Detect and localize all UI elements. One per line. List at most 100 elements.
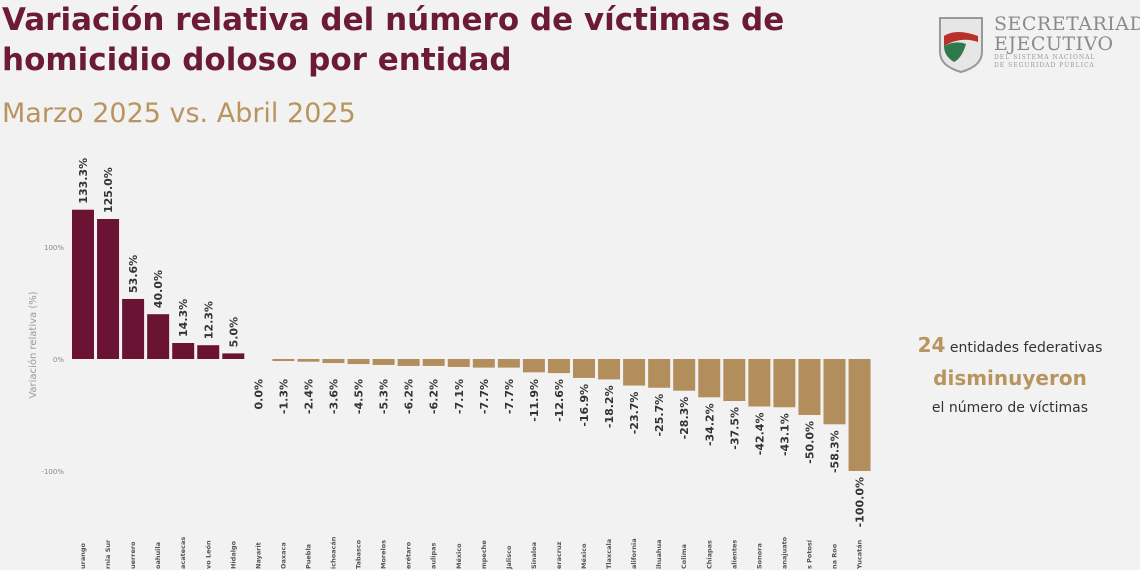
bar-value-label: -42.4% [753, 412, 766, 455]
category-label: México [580, 543, 588, 569]
bar [447, 359, 470, 367]
category-label: Sinaloa [530, 542, 538, 569]
bar [422, 359, 445, 366]
bar-value-label: 14.3% [177, 299, 190, 337]
bar-value-label: 53.6% [127, 255, 140, 293]
bar [522, 359, 545, 373]
bar-value-label: -58.3% [829, 430, 842, 473]
category-label: eracruz [555, 541, 563, 569]
bar-value-label: -3.6% [328, 379, 341, 414]
bar-value-label: -7.7% [503, 379, 516, 414]
category-label: Sonora [755, 543, 763, 569]
bar-value-label: -37.5% [728, 407, 741, 450]
bar [623, 359, 646, 386]
bar [648, 359, 671, 388]
category-label: oahuila [154, 542, 162, 569]
bar-value-label: -1.3% [277, 379, 290, 414]
bar [773, 359, 796, 408]
bar-value-label: -7.7% [478, 379, 491, 414]
bar-value-label: -28.3% [678, 397, 691, 440]
bar [823, 359, 846, 425]
bar-value-label: 5.0% [227, 317, 240, 348]
bar-value-label: -2.4% [302, 379, 315, 414]
bar [547, 359, 570, 374]
category-label: mpeche [480, 540, 488, 569]
category-label: Tabasco [355, 539, 363, 569]
note-count: 24 [917, 333, 946, 357]
bar [748, 359, 771, 407]
bar-value-label: -5.3% [378, 379, 391, 414]
bar-value-label: 133.3% [77, 158, 90, 204]
category-label: acatecas [179, 537, 187, 569]
category-label: alifornia [630, 538, 638, 569]
bar-value-label: -12.6% [553, 379, 566, 422]
logo-line1: SECRETARIADO [994, 13, 1140, 35]
y-tick-label: -100% [41, 468, 64, 476]
bar-value-label: -50.0% [803, 421, 816, 464]
bar-value-label: 125.0% [102, 167, 115, 213]
category-label: s Potosí [805, 539, 813, 569]
bar-value-label: 0.0% [252, 379, 265, 410]
category-label: Oaxaca [279, 542, 287, 569]
bar-value-label: -6.2% [428, 379, 441, 414]
bar [573, 359, 595, 378]
bar-value-label: -43.1% [778, 413, 791, 456]
category-label: uerrero [129, 541, 137, 569]
logo-line2: EJECUTIVO [994, 33, 1114, 55]
bar [848, 359, 871, 471]
bar-value-label: -16.9% [578, 384, 591, 427]
note-text2: disminuyeron [933, 366, 1087, 390]
shield-icon [939, 17, 983, 74]
bar [222, 353, 245, 359]
bar-value-label: -18.2% [603, 385, 616, 428]
bar-value-label: -4.5% [353, 379, 366, 414]
category-label: Jalisco [505, 545, 513, 570]
category-label: Puebla [304, 544, 312, 569]
bar [322, 359, 345, 364]
bar-value-label: -100.0% [854, 477, 867, 527]
bar-value-label: -34.2% [703, 403, 716, 446]
category-label: México [455, 543, 463, 569]
summary-note: 24 entidades federativas disminuyeron el… [880, 330, 1140, 423]
bar [698, 359, 721, 398]
category-label: Tlaxcala [605, 539, 613, 569]
bar-value-label: 40.0% [152, 270, 165, 308]
bar [598, 359, 621, 380]
category-label: ihuahua [655, 539, 663, 569]
y-axis-label: Variación relativa (%) [27, 291, 39, 398]
bar [723, 359, 746, 401]
category-label: Hidalgo [229, 540, 237, 569]
category-label: alientes [730, 540, 738, 569]
bar-value-label: -7.1% [453, 379, 466, 414]
bar [397, 359, 420, 366]
bar [497, 359, 520, 368]
category-label: Morelos [380, 540, 388, 569]
bar [347, 359, 370, 365]
bar [372, 359, 395, 365]
page-subtitle: Marzo 2025 vs. Abril 2025 [2, 98, 356, 129]
note-text1: entidades federativas [949, 340, 1103, 356]
bar-value-label: -23.7% [628, 392, 641, 435]
bar [97, 219, 120, 359]
bar-value-label: -11.9% [528, 379, 541, 422]
bar [272, 359, 295, 361]
bar [798, 359, 821, 415]
y-tick-label: 0% [53, 356, 64, 364]
bar-value-label: -6.2% [403, 379, 416, 414]
bar-chart: Variación relativa (%) 100% 0% -100% 133.3… [27, 158, 871, 570]
logo-line4: DE SEGURIDAD PÚBLICA [994, 62, 1095, 69]
category-label: na Roo [831, 543, 839, 569]
category-label: urango [79, 543, 87, 569]
bar [72, 209, 94, 359]
category-label: aulipas [430, 542, 438, 569]
y-tick-label: 100% [44, 244, 64, 252]
category-label: rnia Sur [104, 539, 112, 569]
bar-value-label: 12.3% [202, 301, 215, 339]
bar [122, 298, 145, 359]
bar [172, 342, 195, 359]
bar [297, 359, 320, 362]
bar [197, 345, 220, 359]
bar-value-label: -25.7% [653, 394, 666, 437]
bar [673, 359, 696, 391]
category-label: ichoacán [330, 536, 338, 569]
